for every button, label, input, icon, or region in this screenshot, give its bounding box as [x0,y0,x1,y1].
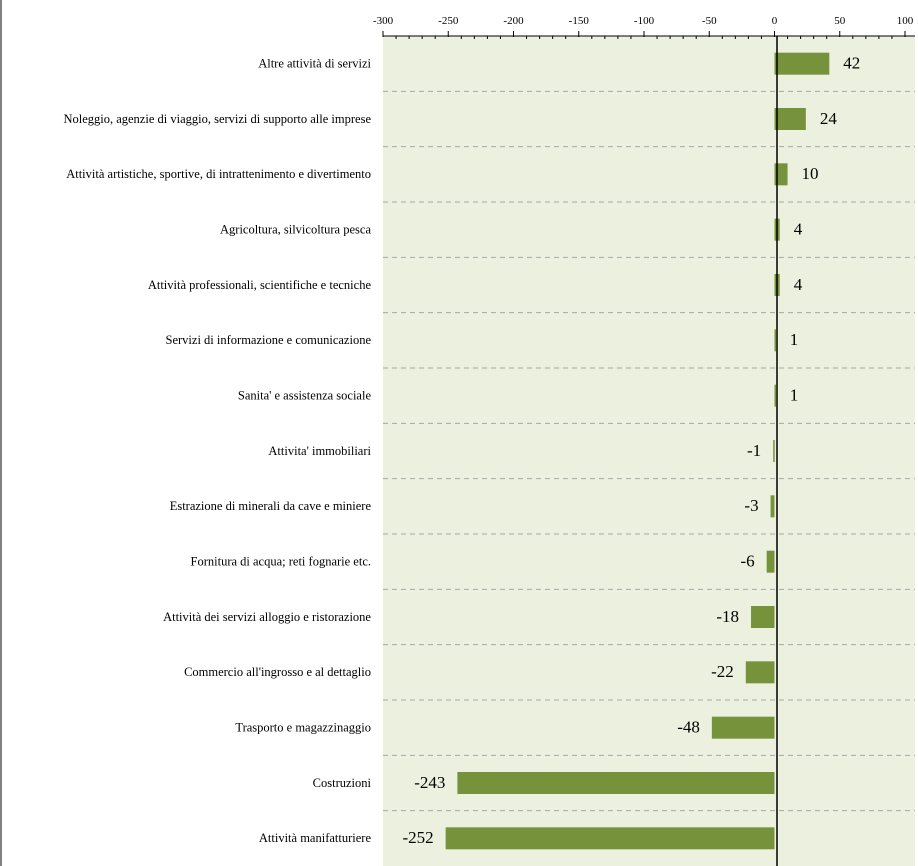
value-label: -22 [711,662,734,681]
category-label: Attivita' immobiliari [268,444,371,458]
category-label: Commercio all'ingrosso e al dettaglio [184,665,371,679]
category-label: Costruzioni [313,776,372,790]
gridlines [383,90,915,812]
value-label: -243 [414,773,445,792]
value-label: -1 [747,441,761,460]
category-label: Fornitura di acqua; reti fognarie etc. [191,555,371,569]
plot-area [383,36,915,866]
category-label: Attività dei servizi alloggio e ristoraz… [163,610,371,624]
bar [457,772,775,794]
value-label: -18 [716,607,739,626]
category-label: Sanita' e assistenza sociale [238,389,372,403]
value-label: 1 [790,330,799,349]
x-tick-label: -100 [634,15,655,27]
value-labels: 42 24 10 4 4 1 1 -1 -3 -6 -18 -22 -48 -243 -252 [402,54,860,848]
bar [774,329,776,352]
bar [766,550,775,573]
bar [745,661,775,684]
category-label: Agricoltura, silvicoltura pesca [220,223,371,237]
value-label: -252 [402,828,433,847]
bar [751,606,775,628]
x-tick-label: -300 [373,15,394,27]
x-tick-label: -150 [569,15,590,27]
x-tick-label: -250 [438,15,459,27]
category-label: Servizi di informazione e comunicazione [166,333,372,347]
bar [445,827,775,850]
value-label: 42 [843,54,860,73]
bar [774,384,776,407]
x-tick-label: -50 [702,15,717,27]
x-tick-label: 50 [834,15,846,27]
bar [774,163,788,186]
bars [445,52,830,850]
category-label: Attività professionali, scientifiche e t… [148,278,372,292]
category-label: Trasporto e magazzinaggio [235,721,371,735]
category-label: Noleggio, agenzie di viaggio, servizi di… [63,112,371,126]
x-tick-label: -200 [503,15,524,27]
category-label: Attività manifatturiere [259,831,372,845]
x-tick-label: 100 [897,15,914,27]
category-labels: Altre attività di servizi Noleggio, agenz… [63,57,371,846]
bar [773,440,775,462]
bar [774,52,830,75]
value-label: 1 [790,386,799,405]
category-label: Altre attività di servizi [258,57,371,71]
category-label: Attività artistiche, sportive, di intrat… [66,167,371,181]
value-label: -48 [677,718,700,737]
category-label: Estrazione di minerali da cave e miniere [170,499,372,513]
value-label: -3 [744,496,758,515]
bar [774,108,806,130]
value-label: 10 [802,164,819,183]
value-label: 24 [820,109,838,128]
value-label: -6 [740,552,754,571]
bar [711,716,775,739]
bar [770,495,775,518]
value-label: 4 [794,220,803,239]
x-tick-label: 0 [772,15,778,27]
value-label: 4 [794,275,803,294]
